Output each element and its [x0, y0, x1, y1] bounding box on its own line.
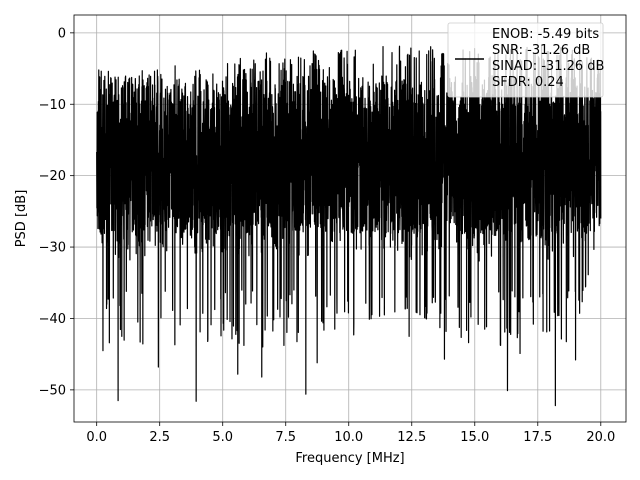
- x-tick-label: 2.5: [149, 430, 170, 445]
- x-tick-label: 7.5: [275, 430, 296, 445]
- x-tick-label: 0.0: [86, 430, 107, 445]
- legend-frame: [447, 22, 604, 98]
- legend-label: ENOB: -5.49 bits SNR: -31.26 dB SINAD: -…: [492, 27, 609, 90]
- y-tick-label: −20: [39, 169, 66, 184]
- psd-series: [96, 44, 602, 407]
- y-tick-label: −30: [39, 241, 66, 256]
- x-tick-label: 15.0: [460, 430, 489, 445]
- psd-line: [96, 44, 602, 407]
- legend-label-line: SNR: -31.26 dB: [492, 43, 590, 58]
- legend-label-line: SINAD: -31.26 dB: [492, 59, 604, 74]
- x-tick-label: 12.5: [397, 430, 426, 445]
- x-axis-label: Frequency [MHz]: [295, 451, 404, 466]
- y-axis-label: PSD [dB]: [14, 190, 29, 248]
- y-tick-label: −50: [39, 383, 66, 398]
- y-tick-label: −10: [39, 98, 66, 113]
- legend: ENOB: -5.49 bits SNR: -31.26 dB SINAD: -…: [447, 22, 609, 98]
- x-tick-label: 17.5: [523, 430, 552, 445]
- x-tick-label: 10.0: [334, 430, 363, 445]
- y-tick-label: 0: [58, 26, 66, 41]
- legend-label-line: ENOB: -5.49 bits: [492, 27, 599, 42]
- legend-label-line: SFDR: 0.24: [492, 75, 564, 90]
- axes-frame: [73, 14, 627, 423]
- axis-ticks: 0.0 2.5 5.0 7.5 10.0 12.5 15.0 17.5 20.0 0 −10 −20 −…: [39, 26, 616, 445]
- y-tick-label: −40: [39, 312, 66, 327]
- x-tick-label: 5.0: [212, 430, 233, 445]
- x-tick-label: 20.0: [586, 430, 615, 445]
